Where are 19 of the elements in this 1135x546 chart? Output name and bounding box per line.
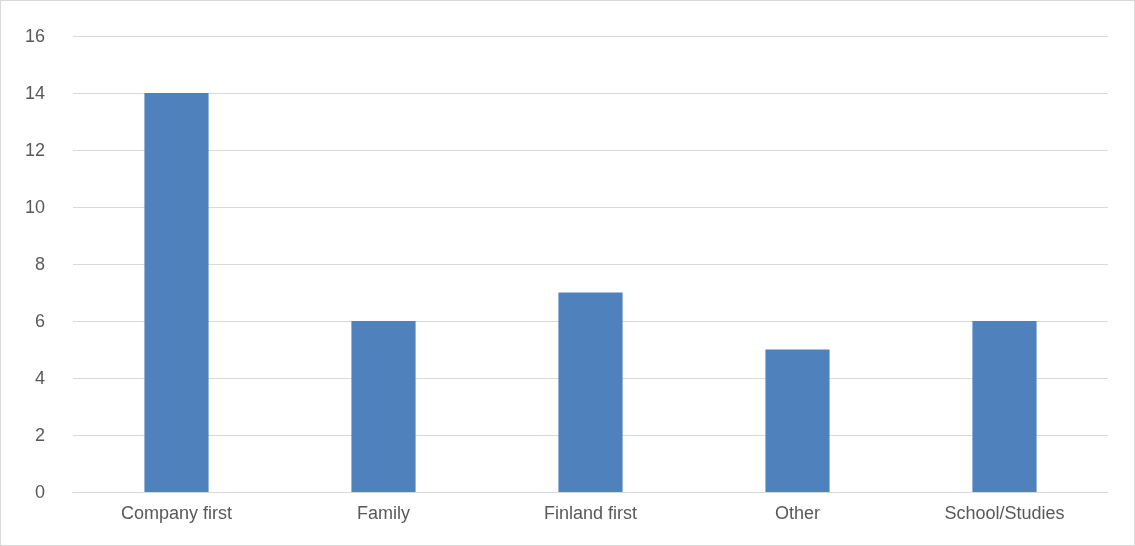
- y-tick-label: 10: [24, 197, 45, 217]
- y-tick-label: 0: [34, 482, 45, 502]
- y-tick-label: 2: [34, 425, 45, 445]
- x-tick-label: School/Studies: [944, 503, 1065, 523]
- bar: [972, 321, 1037, 492]
- bar: [144, 93, 209, 492]
- bar: [765, 349, 830, 492]
- bar: [351, 321, 416, 492]
- x-tick-label: Other: [774, 503, 821, 523]
- x-tick-label: Family: [357, 503, 410, 523]
- y-tick-label: 16: [24, 26, 45, 46]
- y-tick-label: 14: [24, 83, 45, 103]
- bar: [558, 292, 623, 492]
- y-tick-label: 6: [34, 311, 45, 331]
- y-tick-label: 8: [34, 254, 45, 274]
- y-tick-label: 4: [34, 368, 45, 388]
- x-tick-label: Finland first: [543, 503, 638, 523]
- x-tick-label: Company first: [120, 503, 233, 523]
- y-tick-label: 12: [24, 140, 45, 160]
